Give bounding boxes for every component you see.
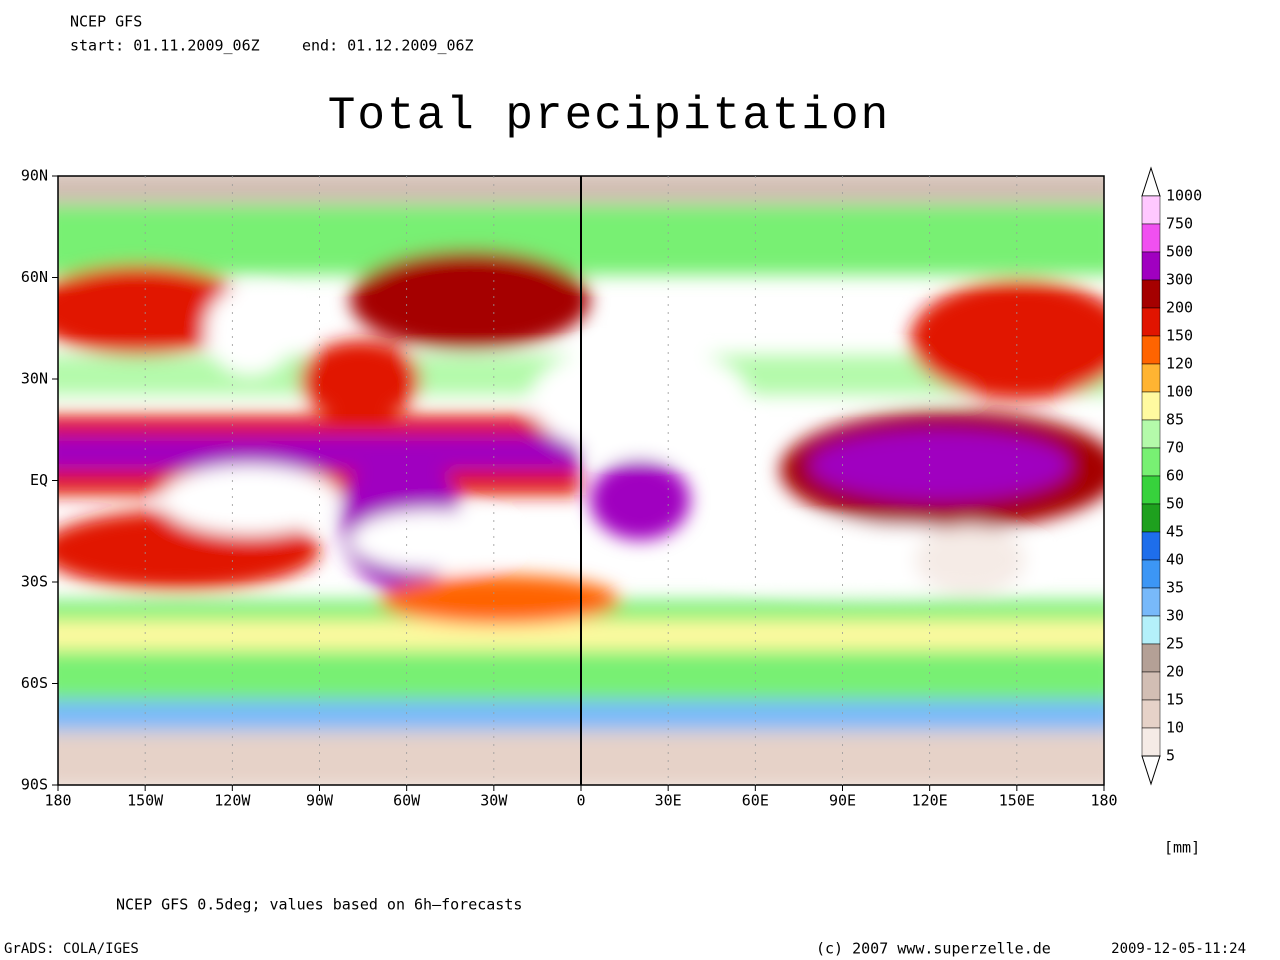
colorbar-swatch <box>1141 223 1161 253</box>
lon-label: 180 <box>44 792 71 810</box>
lon-label: 60E <box>742 792 769 810</box>
lon-label: 150E <box>999 792 1035 810</box>
colorbar-swatch <box>1141 419 1161 449</box>
colorbar-swatch <box>1141 643 1161 673</box>
header-start: start: 01.11.2009_06Z <box>70 37 260 55</box>
lon-label: 180 <box>1090 792 1117 810</box>
colorbar-swatch <box>1141 335 1161 365</box>
colorbar-label: 70 <box>1166 439 1184 457</box>
colorbar-label: 60 <box>1166 467 1184 485</box>
lon-label: 60W <box>393 792 421 810</box>
colorbar-label: 500 <box>1166 243 1193 261</box>
lon-label: 150W <box>127 792 164 810</box>
colorbar-label: 50 <box>1166 495 1184 513</box>
colorbar-label: 30 <box>1166 607 1184 625</box>
footer-note: NCEP GFS 0.5deg; values based on 6h–fore… <box>116 896 522 914</box>
lat-label: 90S <box>21 776 48 794</box>
header-model: NCEP GFS <box>70 13 142 31</box>
colorbar-swatch <box>1141 251 1161 281</box>
colorbar-label: 35 <box>1166 579 1184 597</box>
lon-label: 30E <box>655 792 682 810</box>
colorbar-label: 85 <box>1166 411 1184 429</box>
lat-label: 60S <box>21 674 48 692</box>
lon-label: 0 <box>576 792 585 810</box>
colorbar-label: 120 <box>1166 355 1193 373</box>
lat-label: 30S <box>21 573 48 591</box>
lat-label: 60N <box>21 268 48 286</box>
colorbar-label: 100 <box>1166 383 1193 401</box>
lon-label: 90E <box>829 792 856 810</box>
colorbar-label: 750 <box>1166 215 1193 233</box>
footer-copyright: (c) 2007 www.superzelle.de <box>816 940 1051 958</box>
colorbar-swatch <box>1141 699 1161 729</box>
colorbar-swatch <box>1141 503 1161 533</box>
colorbar-label: 45 <box>1166 523 1184 541</box>
colorbar-label: 200 <box>1166 299 1193 317</box>
colorbar-label: 1000 <box>1166 187 1202 205</box>
colorbar-swatch <box>1141 615 1161 645</box>
lon-label: 30W <box>480 792 508 810</box>
colorbar-swatch <box>1141 363 1161 393</box>
lat-label: 90N <box>21 167 48 185</box>
colorbar-label: 15 <box>1166 691 1184 709</box>
colorbar-swatch <box>1141 307 1161 337</box>
lat-label: 30N <box>21 370 48 388</box>
colorbar-swatch <box>1141 195 1161 225</box>
colorbar-swatch <box>1141 587 1161 617</box>
colorbar-swatch <box>1141 391 1161 421</box>
colorbar-unit: [mm] <box>1164 839 1200 857</box>
colorbar-arrow-top <box>1141 166 1161 197</box>
colorbar-swatch <box>1141 671 1161 701</box>
colorbar-label: 25 <box>1166 635 1184 653</box>
colorbar-label: 10 <box>1166 719 1184 737</box>
colorbar-swatch <box>1141 475 1161 505</box>
colorbar-label: 300 <box>1166 271 1193 289</box>
colorbar-swatch <box>1141 559 1161 589</box>
colorbar-swatch <box>1141 727 1161 757</box>
colorbar-swatch <box>1141 531 1161 561</box>
footer-software: GrADS: COLA/IGES <box>4 941 139 957</box>
colorbar-label: 20 <box>1166 663 1184 681</box>
lon-label: 90W <box>306 792 334 810</box>
lon-label: 120E <box>912 792 948 810</box>
footer-timestamp: 2009-12-05-11:24 <box>1111 941 1246 957</box>
lat-label: EQ <box>30 471 48 489</box>
title: Total precipitation <box>328 90 891 142</box>
lon-label: 120W <box>214 792 251 810</box>
colorbar-label: 5 <box>1166 747 1175 765</box>
colorbar-arrow-bottom <box>1141 755 1161 786</box>
colorbar-label: 40 <box>1166 551 1184 569</box>
colorbar-swatch <box>1141 279 1161 309</box>
header-end: end: 01.12.2009_06Z <box>302 37 474 55</box>
colorbar-swatch <box>1141 447 1161 477</box>
colorbar-label: 150 <box>1166 327 1193 345</box>
